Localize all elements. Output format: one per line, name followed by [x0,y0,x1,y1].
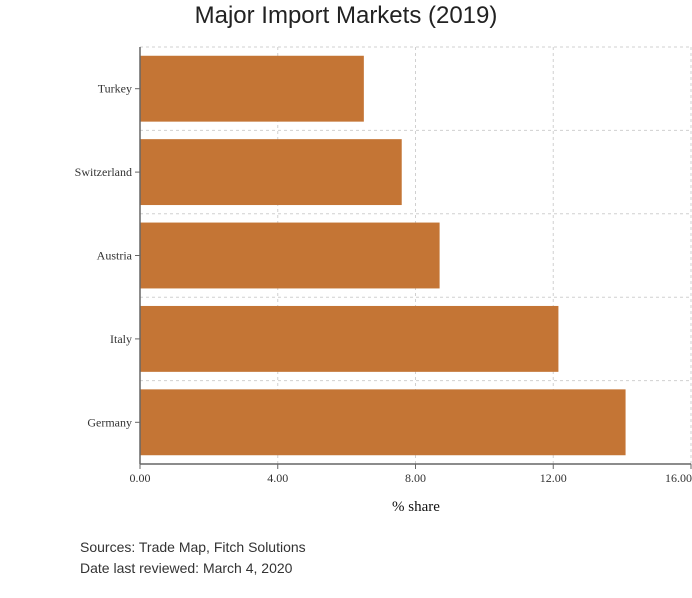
bar-turkey [140,55,364,122]
y-tick-label: Italy [110,332,132,346]
y-tick-label: Turkey [98,82,132,96]
x-tick-label: 8.00 [405,471,426,485]
axes [135,47,692,469]
sources-note: Sources: Trade Map, Fitch Solutions [80,539,306,555]
x-tick-label: 12.00 [540,471,567,485]
x-axis-title: % share [392,499,440,515]
y-tick-label: Austria [97,249,133,263]
chart-title: Major Import Markets (2019) [194,2,498,29]
bar-switzerland [140,139,402,206]
bar-austria [140,222,440,289]
y-tick-labels: Turkey Switzerland Austria Italy Germany [75,82,133,430]
bar-germany [140,389,626,456]
bar-chart: Turkey Switzerland Austria Italy Germany 0.0… [75,46,692,515]
chart-footer: Sources: Trade Map, Fitch Solutions Date… [80,537,306,579]
y-tick-label: Switzerland [75,165,132,179]
x-tick-label: 4.00 [267,471,288,485]
x-tick-label: 16.00 [665,471,692,485]
y-tick-label: Germany [87,415,132,429]
bars-group [140,55,626,456]
x-tick-labels: 0.00 4.00 8.00 12.00 16.00 [130,471,692,485]
x-tick-label: 0.00 [130,471,151,485]
bar-italy [140,305,559,372]
last-reviewed-note: Date last reviewed: March 4, 2020 [80,560,293,576]
